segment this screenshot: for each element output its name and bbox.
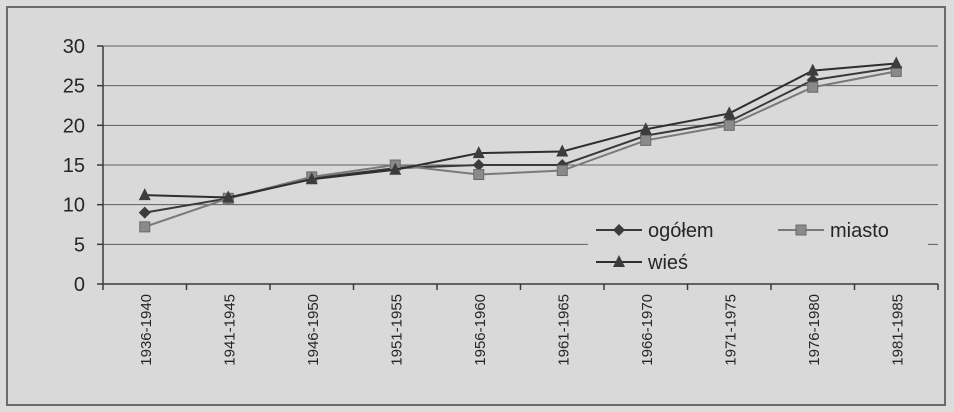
series-line [144, 62, 897, 199]
legend-item: wieś [596, 252, 688, 274]
data-point [472, 159, 485, 171]
series-1 [138, 61, 903, 219]
x-tick-label: 1976-1980 [806, 294, 823, 366]
series-3 [138, 56, 903, 203]
legend-item: ogółem [596, 220, 714, 242]
data-point [556, 165, 568, 177]
y-tick-label: 15 [63, 155, 85, 177]
data-point [639, 122, 652, 135]
x-tick-label: 1966-1970 [639, 294, 656, 366]
x-tick-label: 1961-1965 [555, 294, 572, 366]
x-tick-label: 1936-1940 [138, 294, 155, 366]
legend-item: miasto [778, 220, 889, 242]
data-point [806, 63, 819, 76]
data-point [723, 106, 736, 119]
data-point [807, 81, 819, 93]
y-tick-label: 0 [74, 274, 85, 296]
x-tick-labels: 1936-1940 1941-1945 1946-1950 1951-1955 1956… [138, 294, 907, 366]
data-point [305, 172, 318, 185]
series-2 [139, 65, 902, 233]
data-point [723, 119, 735, 131]
series-group [138, 56, 903, 233]
x-tick-label: 1971-1975 [722, 294, 739, 366]
legend-marker [613, 224, 625, 236]
y-tick-label: 10 [63, 195, 85, 217]
legend: ogółem miasto wieś [588, 212, 928, 278]
legend-marker [795, 224, 807, 236]
data-point [138, 188, 151, 201]
y-tick-label: 30 [63, 36, 85, 58]
x-tick-label: 1946-1950 [305, 294, 322, 366]
legend-label: ogółem [648, 220, 714, 242]
axes [97, 45, 939, 290]
x-tick-label: 1941-1945 [221, 294, 238, 366]
legend-marker [613, 255, 625, 267]
legend-label: wieś [647, 252, 688, 274]
data-point [139, 221, 151, 233]
x-tick-label: 1951-1955 [388, 294, 405, 366]
data-point [640, 134, 652, 146]
data-point [222, 190, 235, 203]
data-point [890, 56, 903, 69]
data-point [138, 206, 151, 219]
data-point [556, 144, 569, 157]
y-tick-label: 5 [74, 234, 85, 256]
chart-frame: 0 5 10 15 20 25 30 1936-1940 1941-1945 1946-1950… [6, 6, 946, 406]
data-point [473, 169, 485, 181]
line-chart: 0 5 10 15 20 25 30 1936-1940 1941-1945 1946-1950… [63, 36, 939, 366]
x-tick-label: 1981-1985 [889, 294, 906, 366]
data-point [389, 162, 402, 175]
legend-label: miasto [830, 220, 889, 242]
y-tick-label: 20 [63, 115, 85, 137]
data-point [472, 146, 485, 159]
y-tick-labels: 0 5 10 15 20 25 30 [63, 36, 85, 296]
legend-background [588, 212, 928, 278]
y-tick-label: 25 [63, 76, 85, 98]
x-tick-label: 1956-1960 [472, 294, 489, 366]
